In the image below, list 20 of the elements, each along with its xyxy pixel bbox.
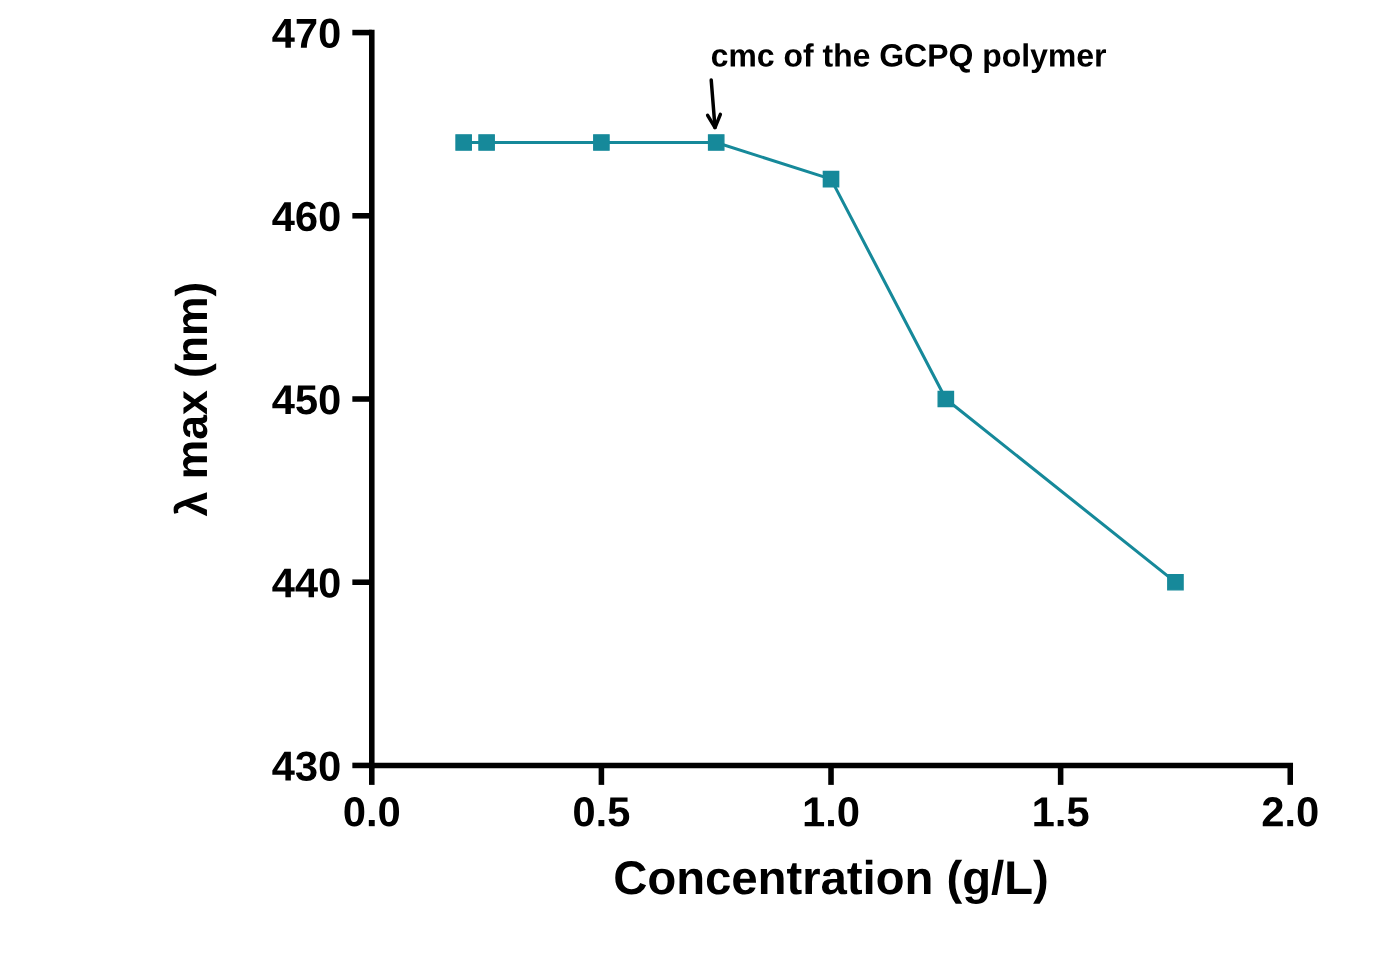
x-tick-label: 2.0 (1262, 797, 1318, 827)
x-tick-label: 0.5 (574, 797, 630, 827)
y-axis-title: λ max (nm) (173, 283, 217, 517)
point (822, 170, 840, 188)
point (593, 134, 610, 151)
x-axis-title: Concentration (g/L) (615, 859, 1047, 905)
x-tick-label: 1.0 (804, 797, 859, 827)
y-tick-label: 430 (272, 751, 340, 782)
y-tick-label: 450 (272, 385, 340, 415)
point (478, 134, 495, 151)
y-tick-label: 460 (272, 201, 340, 232)
point (455, 134, 472, 151)
point (1167, 573, 1184, 591)
point (937, 390, 955, 408)
point (707, 134, 725, 151)
x-tick-label: 1.5 (1034, 797, 1089, 827)
x-tick-label: 0.0 (344, 797, 400, 827)
y-tick-label: 470 (272, 18, 340, 49)
y-tick-label: 440 (272, 568, 340, 598)
annotation: cmc of the GCPQ polymer (711, 43, 1107, 74)
